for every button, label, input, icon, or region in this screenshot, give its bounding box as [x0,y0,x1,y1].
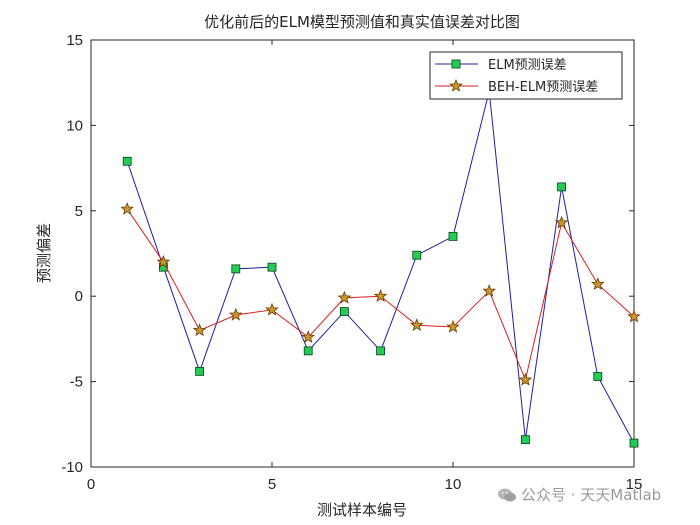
data-point [448,232,458,241]
data-point [303,346,313,356]
watermark-text: 公众号 · 天天Matlab [521,486,662,504]
data-point [593,372,603,381]
data-point [120,201,134,215]
wechat-icon [498,488,516,501]
data-point [554,215,569,229]
x-tick-label: 10 [445,476,462,493]
data-point [301,330,315,343]
data-point [629,438,639,448]
plot-area [90,39,635,468]
x-tick-label: 0 [87,476,95,493]
legend-label-elm: ELM预测误差 [488,58,567,73]
data-point [337,290,352,304]
axis-ticks [90,39,635,468]
y-tick-label: 15 [66,32,83,49]
legend-marker-elm [451,59,461,69]
chart-title: 优化前后的ELM模型预测值和真实值误差对比图 [204,13,520,31]
data-point [627,309,641,323]
data-point [231,264,241,274]
watermark: 公众号 · 天天Matlab [497,484,661,505]
legend-marker-beh [449,78,463,92]
y-tick-label: 10 [66,117,83,134]
data-point [122,156,132,166]
data-point [410,318,424,331]
data-point [267,262,277,272]
x-axis-label: 测试样本编号 [317,501,407,519]
data-point [156,254,171,268]
data-point [446,319,460,333]
data-point [482,283,496,297]
data-point [412,250,422,260]
data-point [192,323,207,337]
series-layer [120,86,641,448]
series-elm [122,86,639,448]
y-tick-label: 5 [75,203,83,220]
data-point [557,182,566,192]
x-tick-label: 15 [626,476,643,493]
y-tick-label: 0 [75,288,83,305]
data-point [195,366,205,376]
y-axis-label: 预测偏差 [35,223,53,283]
series-beh-elm [120,201,641,386]
data-point [521,435,530,445]
data-point [591,277,605,290]
data-point [376,346,386,356]
data-point [265,302,279,316]
y-tick-label: -5 [70,374,83,391]
y-tick-label: -10 [61,459,83,476]
y-tick-labels: -10 -5 0 5 10 15 [61,32,83,476]
x-tick-labels: 0 5 10 15 [87,476,643,493]
data-point [373,289,388,302]
data-point [339,307,349,316]
legend-label-beh: BEH-ELM预测误差 [488,80,598,95]
x-tick-label: 5 [268,476,276,493]
data-point [229,307,243,321]
legend-box [429,51,623,100]
legend: ELM预测误差 BEH-ELM预测误差 [429,51,623,100]
data-point [518,372,533,386]
